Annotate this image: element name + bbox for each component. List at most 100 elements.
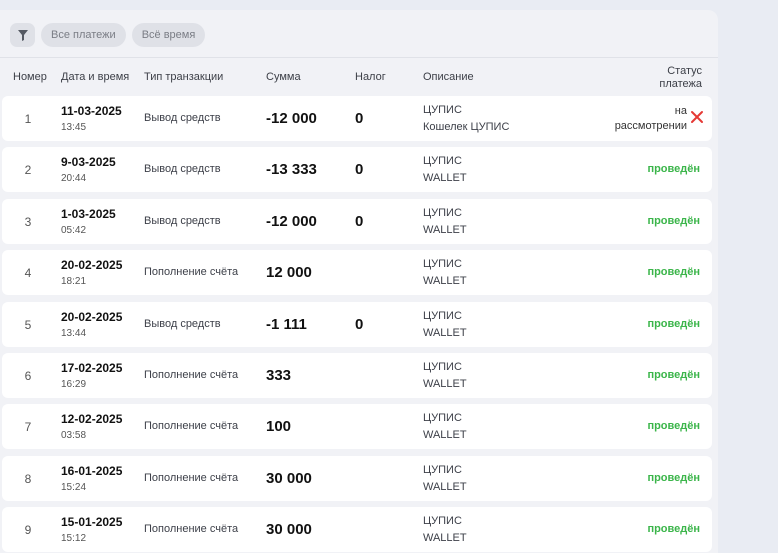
row-number: 7 — [24, 420, 32, 434]
row-status: проведён — [647, 472, 700, 484]
table-row[interactable]: 7 12-02-2025 03:58 Пополнение счёта 100 ЦУПИС… — [2, 404, 712, 449]
row-amount: 333 — [266, 367, 292, 384]
row-status: проведён — [647, 523, 700, 535]
all-time-chip[interactable]: Всё время — [131, 23, 206, 47]
row-type: Пополнение счёта — [144, 472, 239, 484]
row-type: Вывод средств — [144, 318, 221, 330]
row-description-provider: ЦУПИС — [423, 515, 462, 527]
row-type: Вывод средств — [144, 163, 221, 175]
row-description-wallet: Кошелек ЦУПИС — [423, 121, 510, 133]
row-date: 17-02-2025 — [61, 361, 123, 375]
row-status: проведён — [647, 266, 700, 278]
row-number: 9 — [24, 523, 32, 537]
row-description-wallet: WALLET — [423, 275, 467, 287]
row-time: 16:29 — [61, 379, 87, 390]
row-amount: 30 000 — [266, 470, 312, 487]
row-description-provider: ЦУПИС — [423, 104, 462, 116]
row-number: 8 — [24, 472, 32, 486]
row-time: 20:44 — [61, 173, 87, 184]
row-time: 03:58 — [61, 430, 87, 441]
row-description-wallet: WALLET — [423, 481, 467, 493]
row-time: 15:24 — [61, 482, 87, 493]
row-date: 16-01-2025 — [61, 464, 123, 478]
header-divider — [0, 57, 718, 58]
row-description-provider: ЦУПИС — [423, 258, 462, 270]
filter-icon — [17, 29, 28, 41]
row-number: 1 — [24, 112, 32, 126]
row-type: Пополнение счёта — [144, 266, 239, 278]
row-time: 18:21 — [61, 276, 87, 287]
row-tax: 0 — [355, 161, 364, 178]
table-row[interactable]: 6 17-02-2025 16:29 Пополнение счёта 333 ЦУПИС… — [2, 353, 712, 398]
row-time: 13:45 — [61, 122, 87, 133]
row-number: 6 — [24, 369, 32, 383]
payments-panel: Все платежи Всё время Номер Дата и время… — [0, 10, 718, 553]
row-tax: 0 — [355, 213, 364, 230]
row-status-pending: на рассмотрении — [615, 104, 687, 134]
table-row[interactable]: 3 1-03-2025 05:42 Вывод средств -12 000 0 ЦУПИ… — [2, 199, 712, 244]
row-date: 20-02-2025 — [61, 310, 123, 324]
row-type: Пополнение счёта — [144, 420, 239, 432]
row-amount: -12 000 — [266, 110, 317, 127]
row-description-wallet: WALLET — [423, 327, 467, 339]
row-description-provider: ЦУПИС — [423, 412, 462, 424]
row-date: 11-03-2025 — [61, 104, 122, 118]
row-amount: -13 333 — [266, 161, 317, 178]
row-date: 9-03-2025 — [61, 155, 116, 169]
all-payments-chip[interactable]: Все платежи — [41, 23, 126, 47]
row-description-provider: ЦУПИС — [423, 310, 462, 322]
row-tax: 0 — [355, 110, 364, 127]
header-type: Тип транзакции — [144, 71, 224, 83]
row-number: 5 — [24, 318, 32, 332]
row-description-provider: ЦУПИС — [423, 361, 462, 373]
row-description-provider: ЦУПИС — [423, 464, 462, 476]
row-amount: 100 — [266, 418, 292, 435]
header-number: Номер — [13, 71, 47, 83]
header-status-line1: Статус — [667, 65, 702, 77]
row-status: проведён — [647, 420, 700, 432]
row-number: 4 — [24, 266, 32, 280]
table-row[interactable]: 5 20-02-2025 13:44 Вывод средств -1 111 0 ЦУПИ… — [2, 302, 712, 347]
row-amount: 12 000 — [266, 264, 312, 281]
row-description-wallet: WALLET — [423, 378, 467, 390]
header-status: Статус платежа — [659, 65, 702, 91]
row-status: проведён — [647, 318, 700, 330]
row-description-wallet: WALLET — [423, 532, 467, 544]
row-time: 15:12 — [61, 533, 87, 544]
row-status-line1: на — [674, 105, 687, 117]
header-datetime: Дата и время — [61, 71, 130, 83]
row-date: 12-02-2025 — [61, 412, 123, 426]
row-type: Вывод средств — [144, 215, 221, 227]
table-row[interactable]: 2 9-03-2025 20:44 Вывод средств -13 333 0 ЦУПИ… — [2, 147, 712, 192]
filter-bar: Все платежи Всё время — [10, 23, 206, 47]
row-amount: -1 111 — [266, 316, 307, 333]
row-date: 20-02-2025 — [61, 258, 123, 272]
row-type: Вывод средств — [144, 112, 221, 124]
row-tax: 0 — [355, 316, 364, 333]
table-row[interactable]: 9 15-01-2025 15:12 Пополнение счёта 30 000 ЦУ… — [2, 507, 712, 552]
row-type: Пополнение счёта — [144, 523, 239, 535]
table-row[interactable]: 8 16-01-2025 15:24 Пополнение счёта 30 000 ЦУ… — [2, 456, 712, 501]
row-date: 15-01-2025 — [61, 515, 123, 529]
row-number: 3 — [24, 215, 32, 229]
table-row[interactable]: 1 11-03-2025 13:45 Вывод средств -12 000 0 ЦУП… — [2, 96, 712, 141]
table-row[interactable]: 4 20-02-2025 18:21 Пополнение счёта 12 000 ЦУ… — [2, 250, 712, 295]
row-description-wallet: WALLET — [423, 429, 467, 441]
header-amount: Сумма — [266, 71, 301, 83]
row-status: проведён — [647, 215, 700, 227]
header-description: Описание — [423, 71, 474, 83]
row-time: 13:44 — [61, 328, 87, 339]
row-date: 1-03-2025 — [61, 207, 116, 221]
row-description-provider: ЦУПИС — [423, 155, 462, 167]
row-status-line2: рассмотрении — [614, 120, 687, 132]
cancel-icon[interactable] — [690, 110, 704, 124]
row-description-provider: ЦУПИС — [423, 207, 462, 219]
header-status-line2: платежа — [659, 78, 702, 90]
table-header: Номер Дата и время Тип транзакции Сумма … — [0, 58, 718, 96]
header-tax: Налог — [355, 71, 386, 83]
filter-button[interactable] — [10, 23, 35, 47]
row-time: 05:42 — [61, 225, 87, 236]
row-description-wallet: WALLET — [423, 224, 467, 236]
row-status: проведён — [647, 369, 700, 381]
row-type: Пополнение счёта — [144, 369, 239, 381]
